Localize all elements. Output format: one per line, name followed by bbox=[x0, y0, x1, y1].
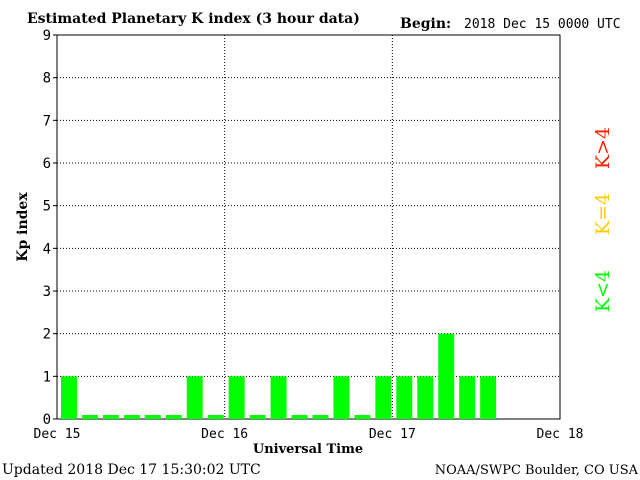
kp-bar bbox=[480, 376, 497, 419]
kp-bar bbox=[228, 376, 245, 419]
plot-frame bbox=[56, 34, 561, 420]
y-tick-label: 3 bbox=[43, 284, 51, 300]
chart-title: Estimated Planetary K index (3 hour data… bbox=[27, 11, 360, 27]
kp-bar bbox=[207, 415, 224, 419]
x-tick-label: Dec 15 bbox=[34, 427, 81, 442]
y-axis-label: Kp index bbox=[15, 192, 31, 262]
kp-bar bbox=[102, 415, 119, 419]
legend-k-equal-4: K=4 bbox=[592, 193, 614, 235]
kp-bar bbox=[459, 376, 476, 419]
updated-timestamp: Updated 2018 Dec 17 15:30:02 UTC bbox=[2, 462, 261, 478]
kp-bar bbox=[81, 415, 98, 419]
y-tick-label: 0 bbox=[43, 412, 51, 428]
y-tick-label: 7 bbox=[43, 113, 51, 129]
x-tick-label: Dec 17 bbox=[369, 427, 416, 442]
legend-k-below-4: K<4 bbox=[592, 270, 614, 312]
kp-bar bbox=[417, 376, 434, 419]
x-axis-label: Universal Time bbox=[253, 442, 363, 457]
kp-bar bbox=[144, 415, 161, 419]
x-tick-label: Dec 18 bbox=[537, 427, 584, 442]
y-tick-label: 1 bbox=[43, 369, 51, 385]
x-tick-label: Dec 16 bbox=[201, 427, 248, 442]
y-tick-label: 4 bbox=[43, 241, 51, 257]
y-tick-label: 2 bbox=[43, 327, 51, 343]
y-tick-label: 8 bbox=[43, 71, 51, 87]
kp-bar bbox=[291, 415, 308, 419]
kp-bar bbox=[249, 415, 266, 419]
kp-bar bbox=[333, 376, 350, 419]
y-tick-label: 5 bbox=[43, 199, 51, 215]
plot-area: 0 1 2 3 4 5 6 7 8 9 Dec 15 Dec 16 Dec 17 Dec 18 bbox=[34, 28, 584, 442]
kp-bar bbox=[186, 376, 203, 419]
begin-value: 2018 Dec 15 0000 UTC bbox=[464, 17, 621, 32]
kp-bar bbox=[354, 415, 371, 419]
y-tick-label: 9 bbox=[43, 28, 51, 44]
kp-bar bbox=[270, 376, 287, 419]
kp-bar bbox=[61, 376, 77, 419]
kp-bar bbox=[312, 415, 329, 419]
legend-k-above-4: K>4 bbox=[592, 127, 614, 169]
y-tick-label: 6 bbox=[43, 156, 51, 172]
kp-bar bbox=[438, 333, 455, 419]
kp-bar bbox=[123, 415, 140, 419]
begin-label: Begin: bbox=[400, 16, 451, 32]
source-credit: NOAA/SWPC Boulder, CO USA bbox=[435, 463, 639, 478]
kp-bar bbox=[165, 415, 182, 419]
kp-bar bbox=[396, 376, 413, 419]
kp-bar bbox=[375, 376, 392, 419]
